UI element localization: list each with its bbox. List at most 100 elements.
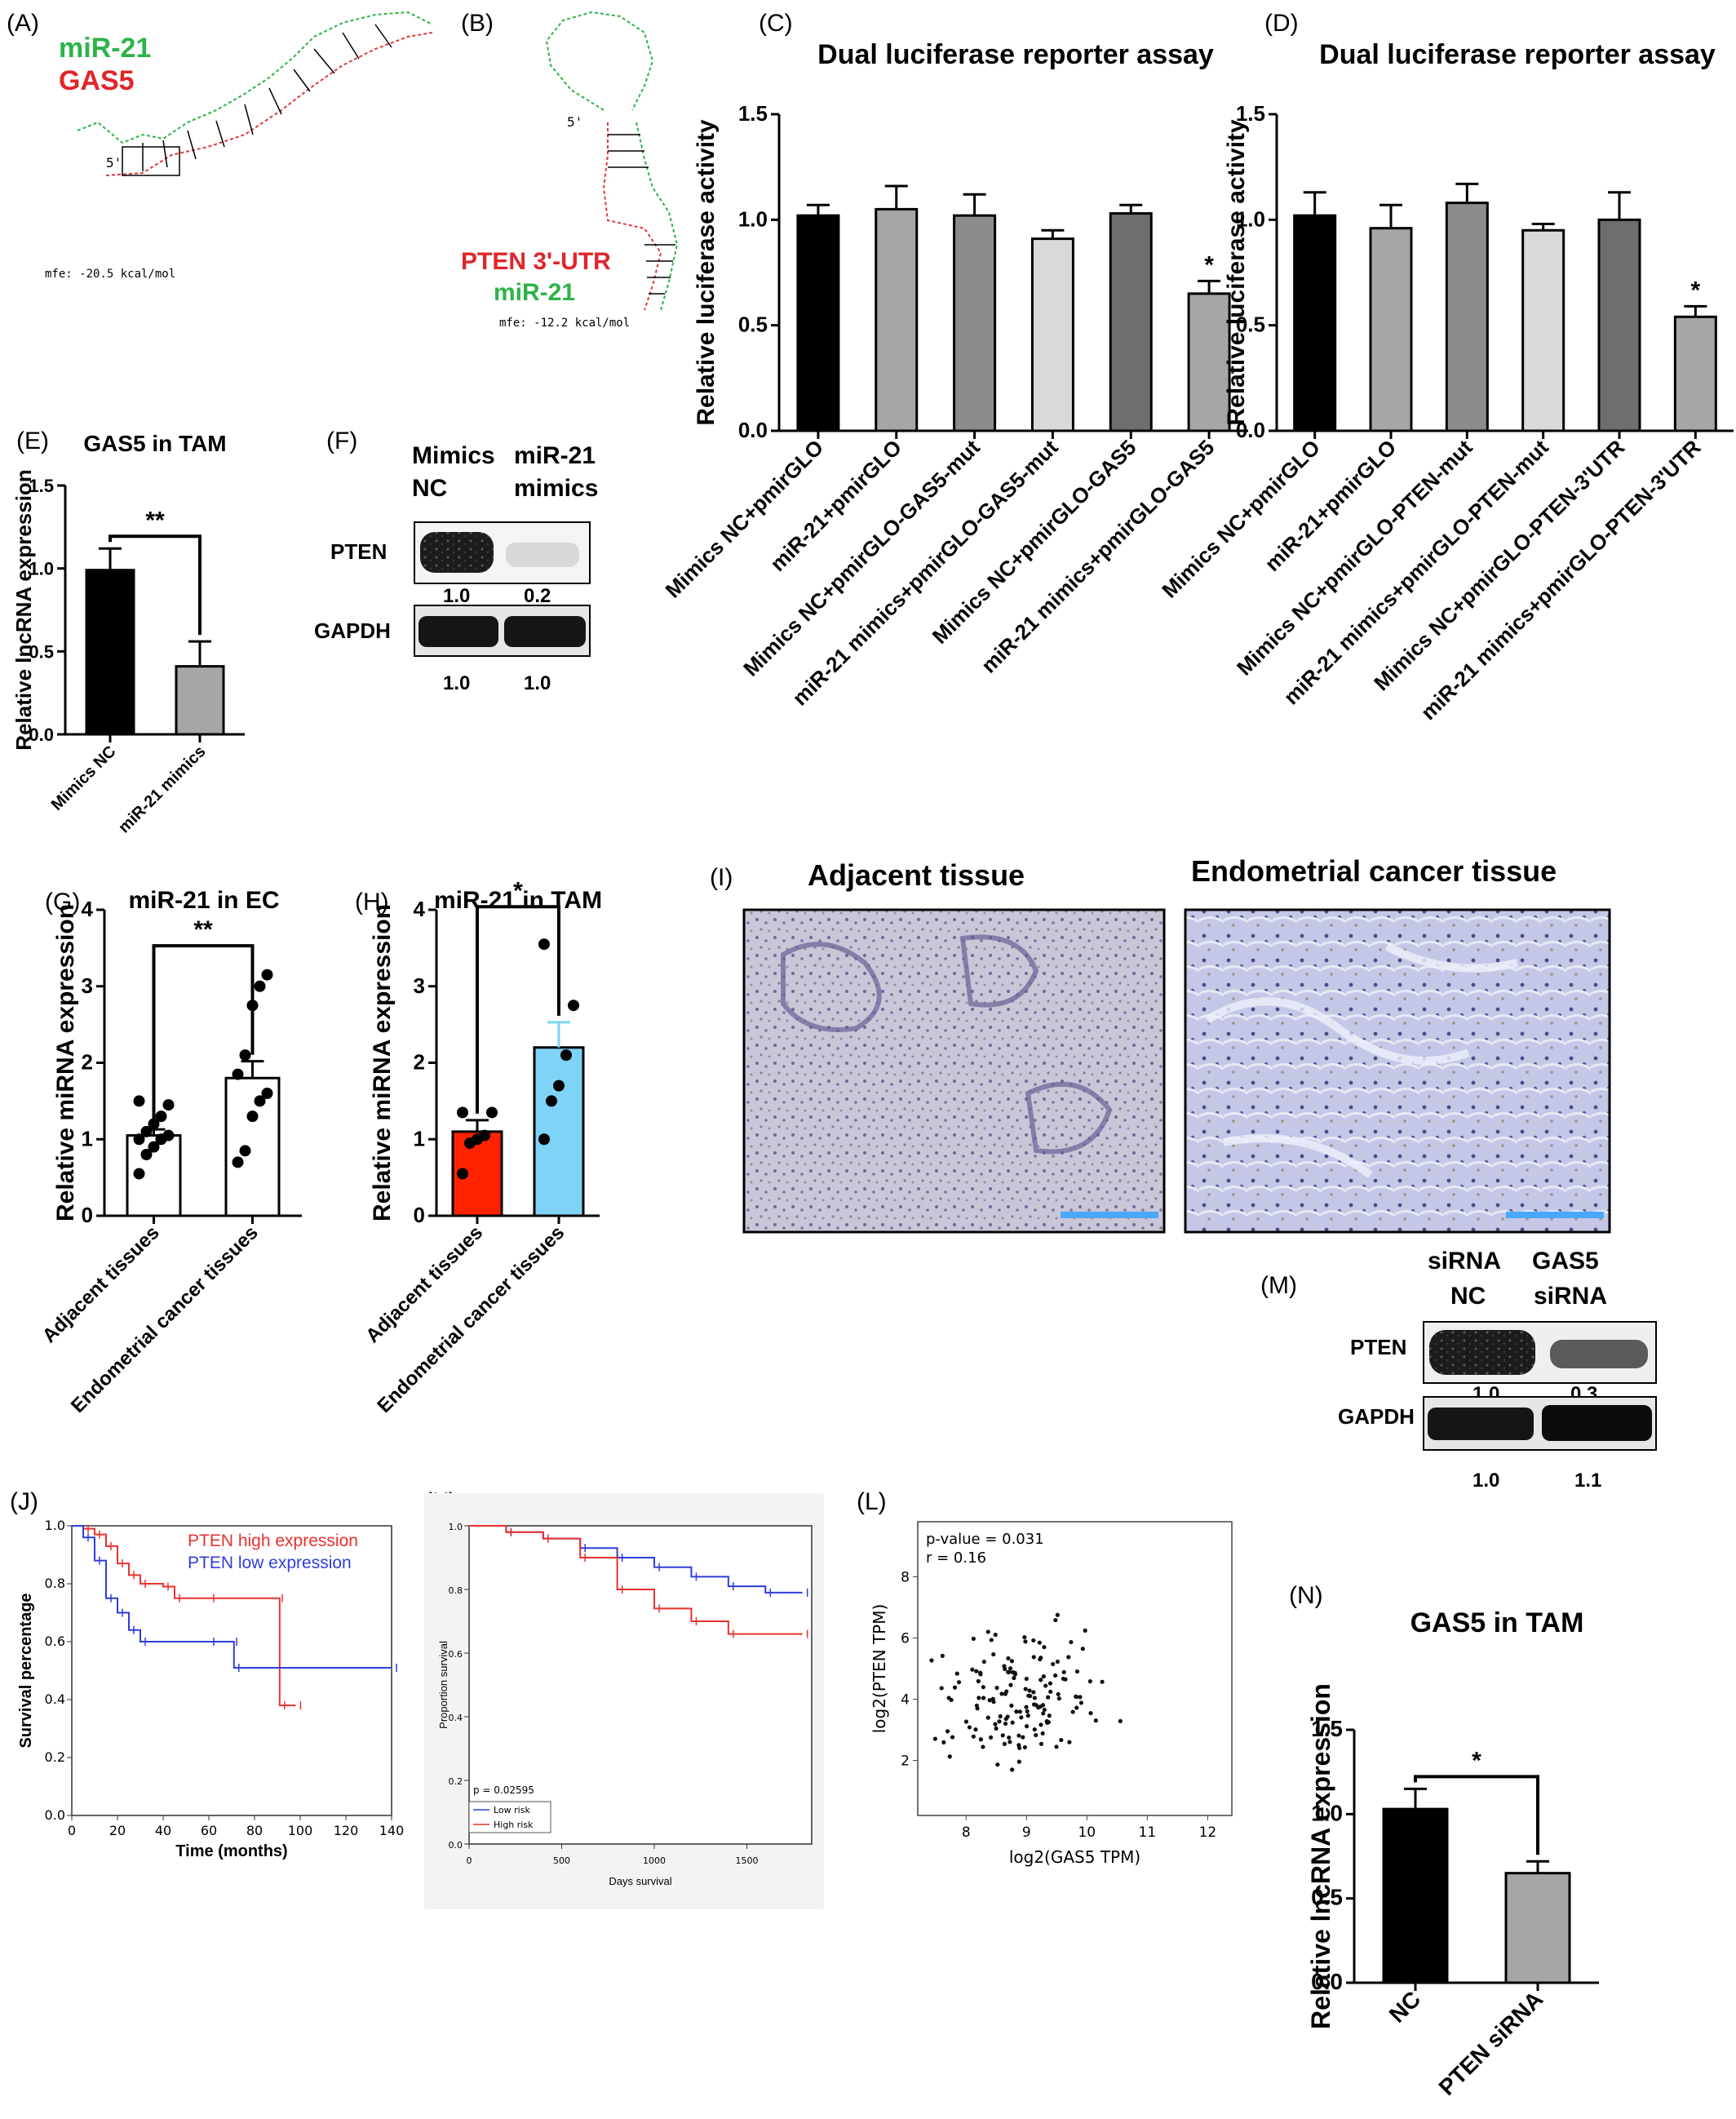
y-tick-label: 8 (901, 1570, 910, 1586)
scatter-point (985, 1715, 990, 1720)
blot-m-pten-band-1 (1429, 1330, 1535, 1375)
scatter-point (1067, 1740, 1072, 1744)
scatter-point (1010, 1767, 1015, 1772)
y-tick-label: 1.0 (738, 206, 768, 231)
scatter-point (976, 1678, 981, 1684)
y-tick-label: 3 (82, 973, 93, 998)
scatter-point (1016, 1733, 1021, 1738)
y-tick-label: 2 (414, 1050, 425, 1075)
x-tick-label: 60 (201, 1823, 217, 1838)
data-point (148, 1118, 160, 1130)
scatter-point (1038, 1678, 1043, 1682)
y-tick-label: 0 (82, 1203, 93, 1227)
scatter-point (1083, 1628, 1087, 1633)
bar (1504, 1872, 1571, 1984)
y-tick-label: 1.0 (45, 1518, 65, 1533)
panel-letter-m: (M) (1260, 1272, 1297, 1299)
blot-m-gapdh-quant-2: 1.1 (1574, 1470, 1601, 1492)
scatter-point (1041, 1674, 1046, 1679)
scatter-point (1031, 1702, 1037, 1707)
scatter-point (990, 1696, 995, 1701)
data-point (538, 938, 550, 951)
bar (875, 207, 919, 432)
x-tick-label: 40 (155, 1823, 171, 1838)
blot-m-gapdh-band-2 (1542, 1405, 1652, 1441)
blot-f-lane1-line1: Mimics (412, 442, 495, 469)
scatter-point (1031, 1638, 1036, 1643)
significance-marker: * (1690, 277, 1700, 304)
panel-letter-i: (I) (710, 864, 733, 891)
y-tick-label: 1 (414, 1126, 425, 1150)
blot-m-lane2-line2: siRNA (1534, 1283, 1607, 1310)
y-tick-label: 0.5 (738, 313, 768, 337)
data-point (261, 969, 273, 981)
x-tick-label: NC (1384, 1986, 1426, 2028)
y-tick-label: 3 (414, 973, 425, 998)
scatter-point (987, 1698, 992, 1703)
scatter-point (939, 1686, 944, 1691)
data-point (254, 980, 266, 992)
rna-structure-b: 5' PTEN 3'-UTR miR-21 mfe: -12.2 kcal/mo… (461, 11, 679, 330)
scatter-point (1046, 1695, 1051, 1700)
scatter-point (1047, 1713, 1052, 1718)
x-tick-label: 9 (1022, 1824, 1031, 1841)
scatter-point (950, 1735, 955, 1740)
scatter-point (1070, 1709, 1075, 1714)
scatter-point (1003, 1717, 1008, 1722)
scatter-point (978, 1737, 983, 1742)
data-point (232, 1156, 244, 1168)
k-pvalue: p = 0.02595 (473, 1784, 534, 1796)
mfe-b: mfe: -12.2 kcal/mol (499, 317, 630, 330)
scatter-point (988, 1735, 994, 1740)
significance-marker: * (1204, 251, 1214, 278)
data-point (553, 1079, 565, 1092)
scatter-point (1026, 1693, 1031, 1698)
ihc-right-title: Endometrial cancer tissue (1191, 854, 1557, 888)
ihc-panel-i: Adjacent tissue Endometrial cancer tissu… (742, 854, 1611, 1234)
scatter-point (1027, 1688, 1032, 1693)
bar (224, 1076, 281, 1217)
scatter-point (1025, 1709, 1030, 1713)
ihc-cancer-image (1184, 908, 1611, 1234)
y-tick-label: 2 (901, 1753, 910, 1770)
data-point (254, 1095, 266, 1107)
x-tick-label: miR-21+pmirGLO (765, 435, 906, 576)
gas5-label: GAS5 (59, 65, 135, 96)
pten-utr-label: PTEN 3'-UTR (461, 248, 611, 275)
panel-letter-l: (L) (857, 1488, 887, 1515)
y-tick-label: 0.2 (45, 1749, 65, 1765)
scatter-point (947, 1754, 952, 1759)
scatter-point (1016, 1743, 1021, 1748)
survival-curve (72, 1525, 392, 1669)
y-tick-label: 0.4 (449, 1713, 463, 1723)
scatter-point (1055, 1659, 1060, 1665)
blot-f-row-pten: PTEN (330, 539, 387, 564)
blot-f-pten-quant-1: 1.0 (443, 585, 470, 607)
plot-frame (917, 1521, 1233, 1816)
x-tick-label: Endometrial cancer tissues (67, 1221, 263, 1417)
scatter-point (985, 1629, 990, 1634)
panel-letter-n: (N) (1289, 1582, 1323, 1609)
scatter-point (1048, 1689, 1053, 1694)
blot-m-gapdh-quant-1: 1.0 (1472, 1470, 1499, 1492)
scatter-point (1000, 1733, 1005, 1738)
scatter-point (1023, 1687, 1028, 1691)
blot-f-row-gapdh: GAPDH (314, 618, 391, 643)
western-blot-m: siRNA NC GAS5 siRNA PTEN GAPDH 1.0 0.3 1… (1338, 1248, 1657, 1492)
y-tick-label: 0.4 (45, 1691, 65, 1707)
scatter-point (1017, 1709, 1022, 1714)
scatter-point (1087, 1679, 1092, 1684)
significance-marker: ** (145, 507, 165, 534)
bar (1369, 227, 1413, 432)
y-tick-label: 0 (414, 1203, 425, 1227)
scatter-point (981, 1744, 985, 1749)
scatter-point (1051, 1661, 1056, 1667)
scatter-point (1040, 1731, 1045, 1736)
significance-marker: ** (193, 916, 213, 943)
scatter-point (1056, 1696, 1061, 1701)
y-tick-label: 0.0 (29, 725, 54, 745)
x-tick-label: 500 (553, 1855, 570, 1866)
panel-letter-j: (J) (10, 1488, 38, 1515)
y-tick-label: 2 (82, 1050, 93, 1075)
